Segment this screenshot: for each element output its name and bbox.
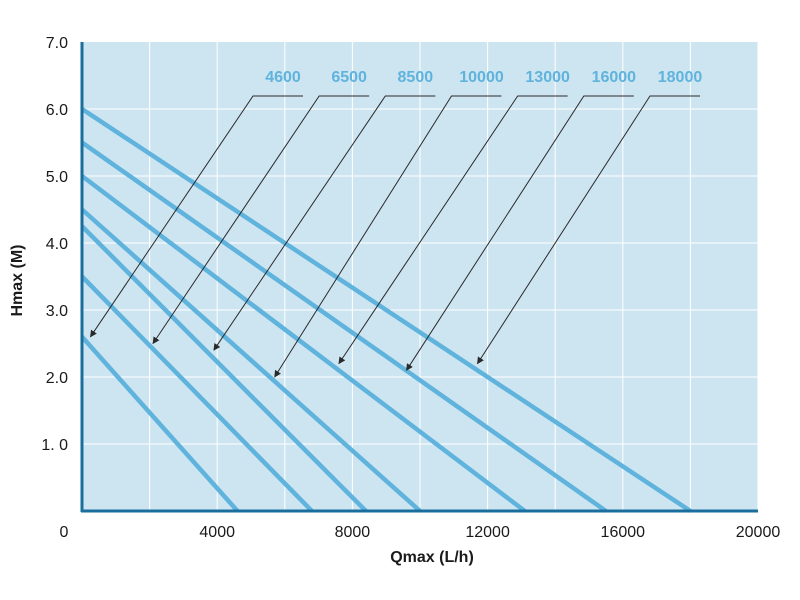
x-tick-label: 0 [60, 524, 69, 541]
leader-arrow-8500 [213, 95, 436, 351]
series-label-10000: 10000 [459, 69, 504, 86]
y-tick-label: 1. 0 [41, 437, 68, 454]
leader-arrow-10000 [274, 95, 502, 378]
y-tick-label: 4.0 [46, 236, 68, 253]
axes [80, 42, 758, 513]
x-tick-label: 4000 [199, 524, 235, 541]
series-line-13000 [80, 174, 527, 513]
series-labels: 4600 6500 8500 10000 13000 16000 18000 [265, 69, 702, 86]
series-line-18000 [80, 107, 692, 513]
label-leaders [90, 95, 700, 378]
leader-arrow-13000 [338, 95, 568, 365]
x-tick-label: 8000 [335, 524, 371, 541]
leader-arrow-6500 [152, 95, 370, 345]
tick-labels: 0 4000 8000 12000 16000 20000 1. 0 2.0 3.0 4.0 5.0… [41, 35, 780, 541]
y-tick-label: 5.0 [46, 169, 68, 186]
series-label-18000: 18000 [658, 69, 703, 86]
leader-arrow-16000 [406, 95, 634, 371]
y-tick-label: 3.0 [46, 303, 68, 320]
series-label-4600: 4600 [265, 69, 301, 86]
leader-arrow-4600 [90, 95, 303, 338]
leader-arrow-18000 [477, 95, 700, 365]
y-tick-label: 6.0 [46, 102, 68, 119]
x-tick-label: 20000 [736, 524, 781, 541]
series-label-8500: 8500 [398, 69, 434, 86]
series-label-16000: 16000 [592, 69, 637, 86]
y-tick-label: 2.0 [46, 370, 68, 387]
series-line-10000 [80, 207, 422, 513]
series-line-4600 [80, 335, 240, 513]
y-axis-title: Hmax (M) [9, 244, 26, 316]
series-line-8500 [80, 224, 368, 513]
x-axis-title: Qmax (L/h) [390, 549, 474, 566]
series-label-13000: 13000 [525, 69, 570, 86]
series-line-6500 [80, 274, 314, 513]
x-tick-label: 12000 [465, 524, 510, 541]
x-tick-label: 16000 [601, 524, 646, 541]
series-label-6500: 6500 [331, 69, 367, 86]
series-lines [80, 107, 692, 513]
y-tick-label: 7.0 [46, 35, 68, 52]
series-line-16000 [80, 140, 608, 513]
